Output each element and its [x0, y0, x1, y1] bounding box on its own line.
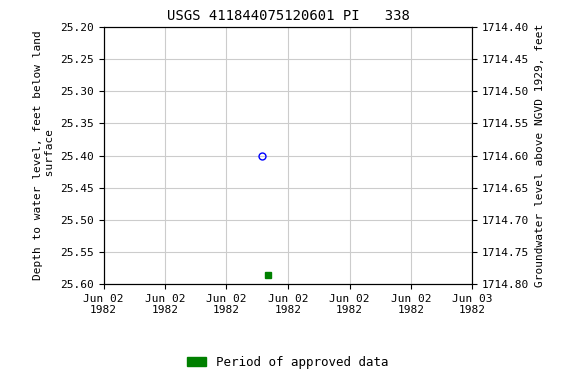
Title: USGS 411844075120601 PI   338: USGS 411844075120601 PI 338 — [166, 9, 410, 23]
Legend: Period of approved data: Period of approved data — [183, 351, 393, 374]
Y-axis label: Depth to water level, feet below land
 surface: Depth to water level, feet below land su… — [33, 31, 55, 280]
Y-axis label: Groundwater level above NGVD 1929, feet: Groundwater level above NGVD 1929, feet — [535, 24, 545, 287]
